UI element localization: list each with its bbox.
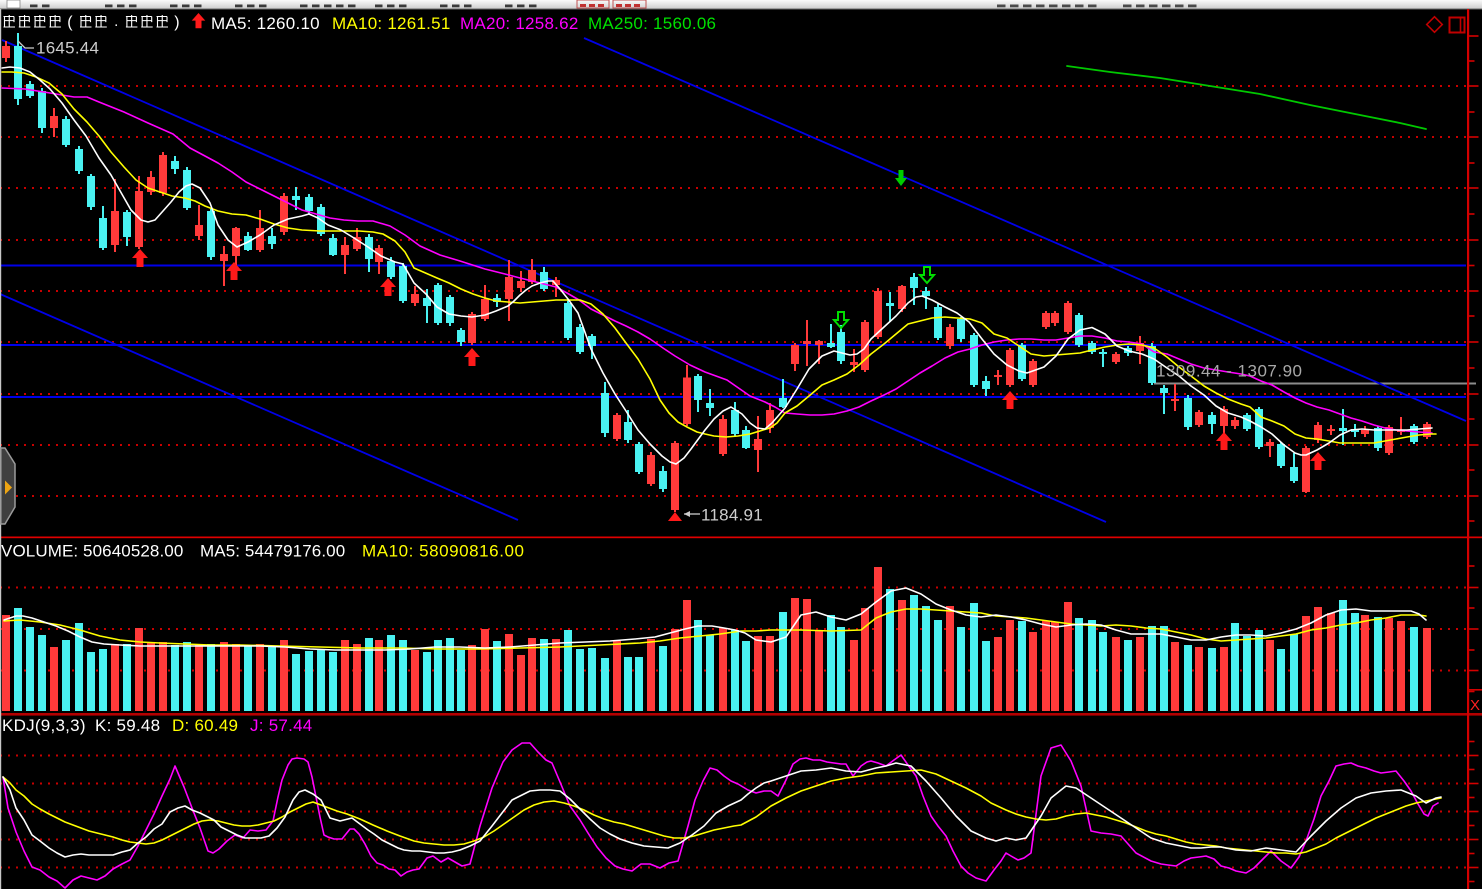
svg-text:): ) bbox=[174, 14, 180, 31]
svg-text:VOLUME: 50640528.00: VOLUME: 50640528.00 bbox=[1, 542, 183, 561]
svg-text:1309.44 - 1307.90: 1309.44 - 1307.90 bbox=[1156, 362, 1303, 381]
svg-text:MA20: 1258.62: MA20: 1258.62 bbox=[460, 14, 579, 33]
svg-text:MA5: 1260.10: MA5: 1260.10 bbox=[211, 14, 320, 33]
svg-text:KDJ(9,3,3): KDJ(9,3,3) bbox=[2, 716, 86, 735]
svg-text:(: ( bbox=[67, 14, 73, 31]
svg-text:.: . bbox=[114, 13, 118, 30]
svg-text:MA10: 58090816.00: MA10: 58090816.00 bbox=[362, 542, 524, 561]
svg-text:1645.44: 1645.44 bbox=[36, 39, 99, 58]
svg-text:1184.91: 1184.91 bbox=[701, 506, 763, 525]
svg-text:MA5: 54479176.00: MA5: 54479176.00 bbox=[200, 542, 345, 561]
svg-text:J: 57.44: J: 57.44 bbox=[250, 716, 313, 735]
svg-text:K: 59.48: K: 59.48 bbox=[95, 716, 160, 735]
svg-text:D: 60.49: D: 60.49 bbox=[172, 716, 238, 735]
svg-text:MA250: 1560.06: MA250: 1560.06 bbox=[588, 14, 716, 33]
svg-text:MA10: 1261.51: MA10: 1261.51 bbox=[332, 14, 451, 33]
svg-text:X: X bbox=[1470, 697, 1480, 714]
